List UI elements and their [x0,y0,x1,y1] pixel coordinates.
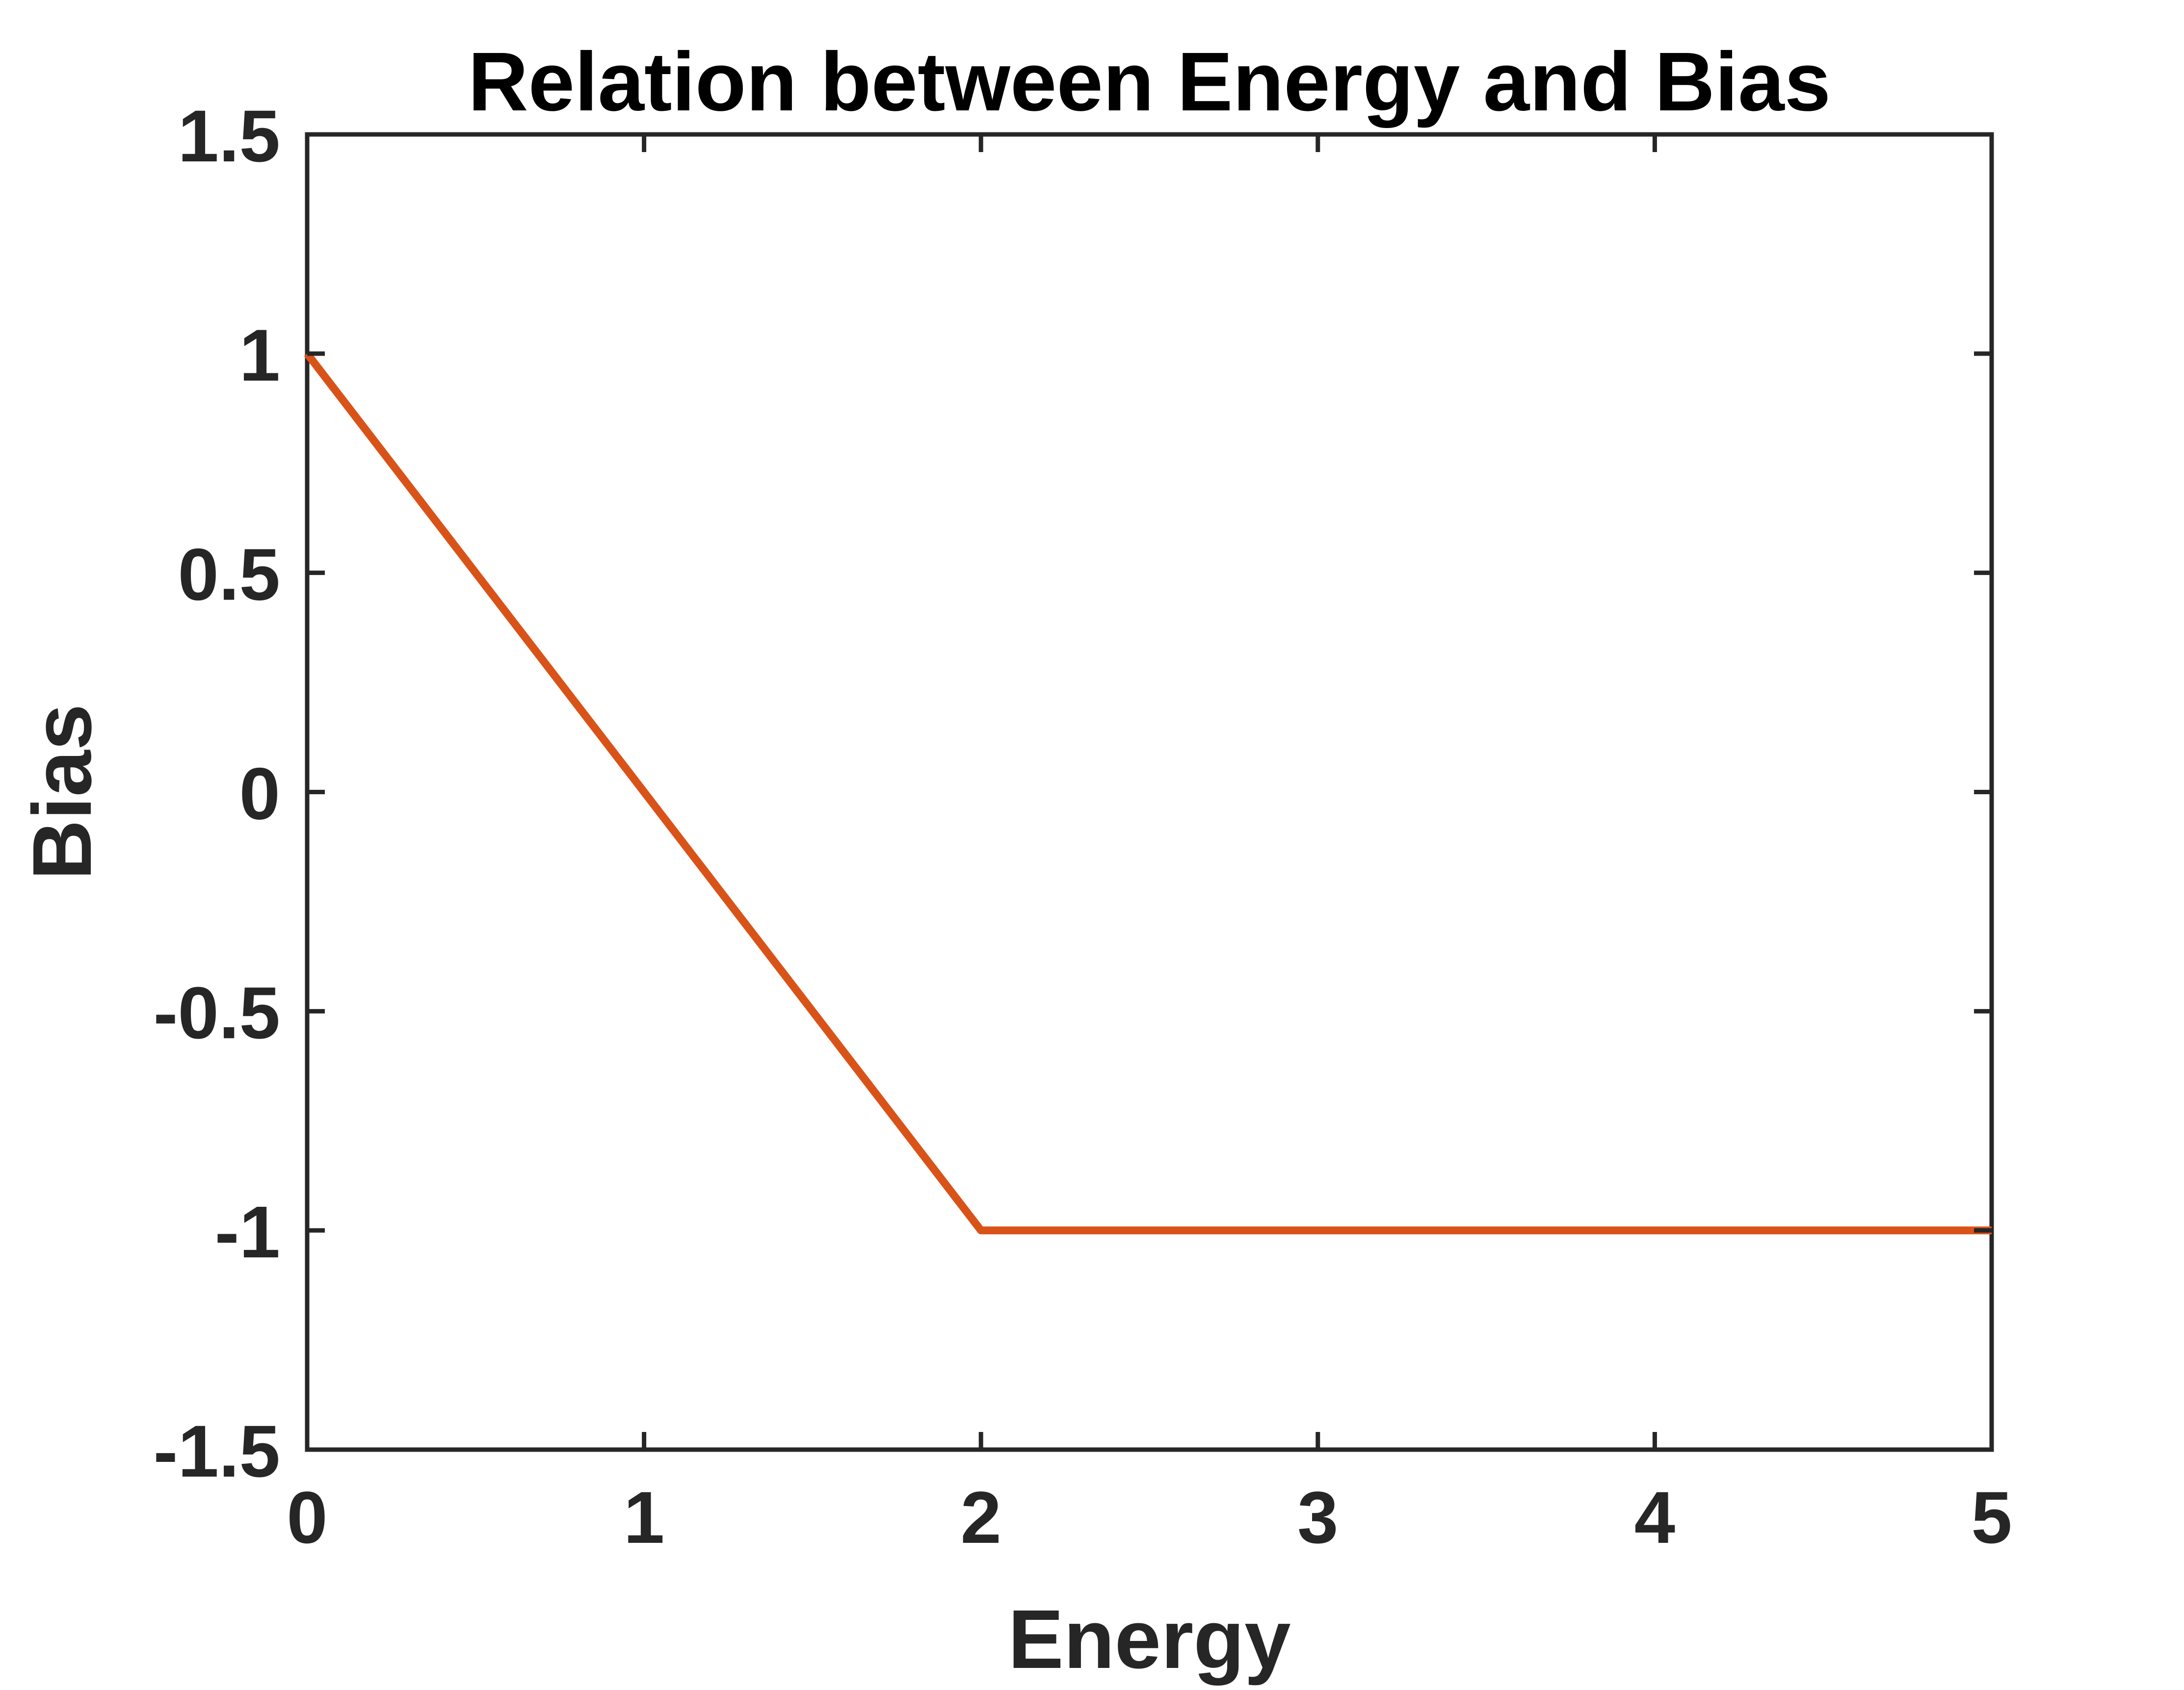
chart-title: Relation between Energy and Bias [468,35,1831,129]
x-tick-label: 1 [624,1476,664,1559]
x-tick-label: 0 [287,1476,327,1559]
x-tick-label: 5 [1971,1476,2012,1559]
series-layer [304,351,1992,1235]
x-axis-label: Energy [1008,1593,1290,1686]
y-tick-label: -1.5 [154,1410,280,1492]
y-axis-label: Bias [16,704,109,880]
series-line-0 [304,351,1992,1235]
y-tick-label: -1 [215,1191,280,1273]
x-tick-label: 3 [1297,1476,1338,1559]
plot-area [305,132,1994,1452]
y-tick-label: 0.5 [178,533,280,616]
x-tick-label: 2 [960,1476,1001,1559]
y-tick-label: 0 [239,753,280,835]
ticks-layer: 0 1 2 3 4 5 -1.5 -1 -0.5 0 0.5 1 1.5 [154,95,2012,1559]
plot-frame [305,132,1994,1452]
y-tick-label: 1 [239,314,280,396]
y-tick-label: -0.5 [154,971,280,1054]
y-tick-label: 1.5 [178,95,280,177]
x-tick-label: 4 [1634,1476,1675,1559]
